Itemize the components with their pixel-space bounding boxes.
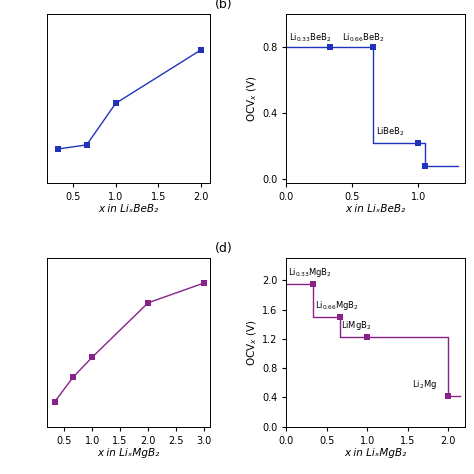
Text: Li$_{0.33}$MgB$_2$: Li$_{0.33}$MgB$_2$ [288,266,332,279]
Text: LiBeB$_2$: LiBeB$_2$ [376,126,405,138]
Text: (b): (b) [215,0,233,11]
X-axis label: x in LiₓBeB₂: x in LiₓBeB₂ [345,204,405,214]
Text: Li$_{0.66}$BeB$_2$: Li$_{0.66}$BeB$_2$ [342,31,384,44]
Text: Li$_{0.66}$MgB$_2$: Li$_{0.66}$MgB$_2$ [315,299,358,312]
Y-axis label: OCV$_x$ (V): OCV$_x$ (V) [246,75,259,122]
X-axis label: x in LiₓMgB₂: x in LiₓMgB₂ [97,448,160,458]
Text: LiMgB$_2$: LiMgB$_2$ [341,319,372,332]
Text: Li$_{0.33}$BeB$_2$: Li$_{0.33}$BeB$_2$ [289,31,331,44]
Text: Li$_2$Mg: Li$_2$Mg [412,378,437,391]
Y-axis label: OCV$_x$ (V): OCV$_x$ (V) [246,319,259,366]
X-axis label: x in LiₓMgB₂: x in LiₓMgB₂ [344,448,407,458]
Text: (d): (d) [215,242,233,255]
X-axis label: x in LiₓBeB₂: x in LiₓBeB₂ [99,204,158,214]
